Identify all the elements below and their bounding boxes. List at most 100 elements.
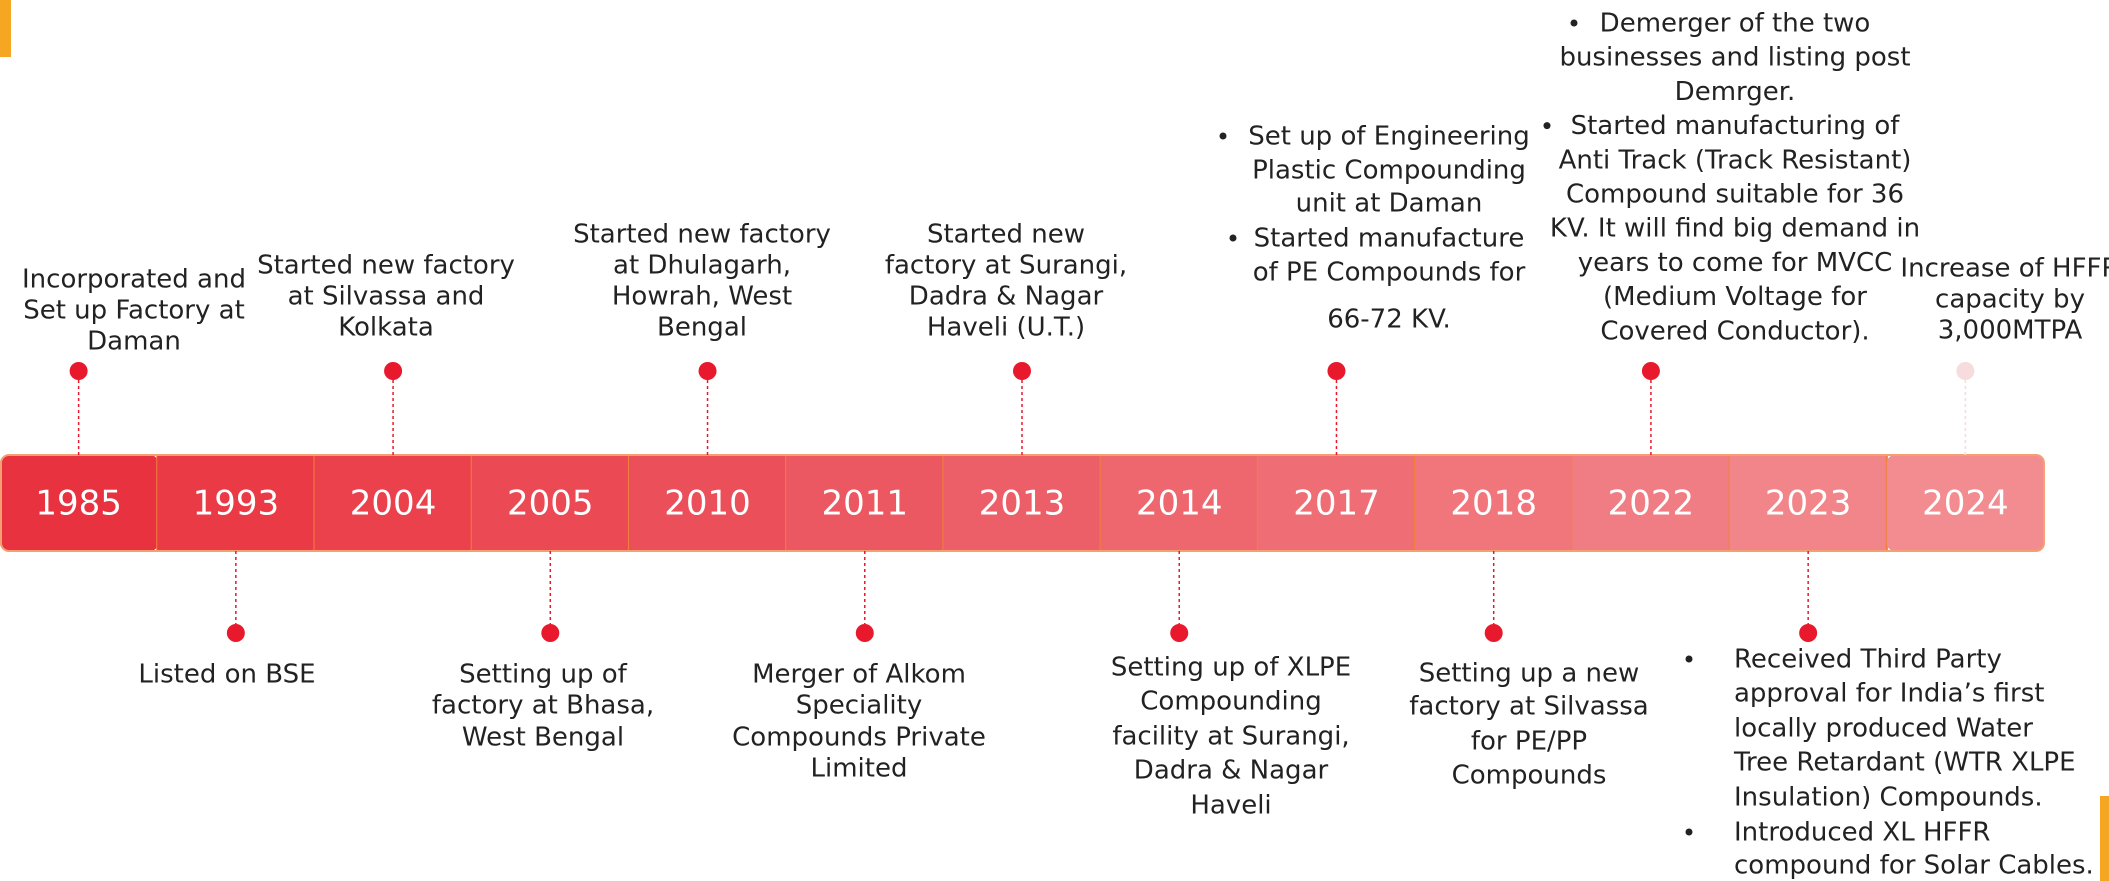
event-text: Plastic Compounding (1252, 156, 1526, 186)
event-text: Set up Factory at (23, 296, 245, 326)
event-text: Covered Conductor). (1600, 316, 1869, 346)
event-dot (69, 362, 88, 380)
year-label: 2023 (1765, 484, 1852, 524)
year-segment (1257, 455, 1417, 551)
bullet (1543, 122, 1551, 130)
year-label: 2018 (1450, 484, 1537, 524)
event-text: Bengal (657, 313, 747, 343)
year-label: 2024 (1922, 484, 2009, 524)
year-segment (157, 455, 316, 551)
event-text: Compound suitable for 36 (1566, 180, 1904, 210)
event-text: Compounding (1140, 687, 1321, 717)
event-text: Speciality (796, 691, 922, 721)
year-segment (0, 455, 159, 551)
event-text: Compounds Private (732, 723, 986, 753)
event-text: Started new factory (257, 251, 515, 281)
year-label: 2014 (1136, 484, 1223, 524)
event-text: Dadra & Nagar (909, 282, 1104, 312)
event-text: at Silvassa and (288, 282, 485, 312)
event-dot (1641, 362, 1660, 380)
event-text: Listed on BSE (138, 660, 315, 690)
event-text: Incorporated and (22, 265, 246, 295)
event-dot (1170, 624, 1189, 642)
event-dot (1013, 362, 1031, 380)
event-text: capacity by (1935, 285, 2085, 315)
event-text: businesses and listing post (1559, 43, 1910, 73)
event-text: Setting up of XLPE (1111, 653, 1351, 683)
bullet (1570, 19, 1578, 27)
event-text: at Dhulagarh, (613, 251, 791, 281)
year-label: 2022 (1608, 484, 1695, 524)
year-label: 2005 (507, 484, 594, 524)
event-text: unit at Daman (1296, 189, 1483, 219)
event-text: 3,000MTPA (1938, 316, 2083, 346)
event-text: Demrger. (1675, 77, 1796, 107)
event-text: Insulation) Compounds. (1734, 783, 2043, 813)
year-label: 2010 (664, 484, 751, 524)
event-text: approval for India’s first (1734, 679, 2044, 709)
year-segment (314, 455, 473, 551)
event-text: Set up of Engineering (1248, 122, 1530, 152)
event-text: Kolkata (338, 313, 434, 343)
year-segment (628, 455, 788, 551)
event-dot (1956, 362, 1975, 380)
year-label: 1985 (35, 484, 122, 524)
event-text: factory at Bhasa, (432, 691, 654, 721)
year-segment (786, 455, 945, 551)
event-text: facility at Surangi, (1112, 722, 1349, 752)
event-text: Introduced XL HFFR (1734, 818, 1991, 848)
event-text: Received Third Party (1734, 645, 2002, 675)
corner-tag (0, 0, 11, 57)
event-text: Started new factory (573, 220, 831, 250)
event-dot (541, 624, 560, 642)
event-text: Started manufacturing of (1571, 111, 1901, 141)
event-text: years to come for MVCC (1578, 248, 1893, 278)
corner-tag (2100, 796, 2109, 881)
event-text: for PE/PP (1471, 727, 1587, 757)
event-text: factory at Silvassa (1409, 692, 1649, 722)
year-segment (1572, 455, 1731, 551)
event-text: Started new (927, 220, 1085, 250)
year-label: 2011 (822, 484, 909, 524)
event-dot (1799, 624, 1818, 642)
event-dot (1484, 624, 1503, 642)
event-text: factory at Surangi, (885, 251, 1127, 281)
event-text: Haveli (U.T.) (927, 313, 1085, 343)
bullet (1685, 655, 1693, 663)
event-text: West Bengal (462, 723, 624, 753)
event-text: Started manufacture (1254, 224, 1525, 254)
year-segment (943, 455, 1102, 551)
event-text: (Medium Voltage for (1603, 282, 1867, 312)
year-segment (1415, 455, 1574, 551)
event-text: compound for Solar Cables. (1734, 851, 2094, 881)
event-dot (384, 362, 403, 380)
event-text: Compounds (1452, 761, 1607, 791)
year-label: 2013 (979, 484, 1066, 524)
year-label: 2017 (1293, 484, 1380, 524)
event-dot (698, 362, 717, 380)
event-text: 66-72 KV. (1327, 305, 1451, 335)
year-segment (1100, 455, 1259, 551)
event-dot (226, 624, 245, 642)
event-dot (855, 624, 874, 642)
bullet (1219, 132, 1227, 140)
event-text: Demerger of the two (1600, 9, 1871, 39)
event-text: locally produced Water (1734, 714, 2033, 744)
event-text: Setting up of (459, 660, 628, 690)
year-segment (471, 455, 630, 551)
event-text: Limited (811, 754, 908, 784)
year-segment (1729, 455, 1888, 551)
event-text: of PE Compounds for (1253, 258, 1526, 288)
bullet (1685, 828, 1693, 836)
event-text: Anti Track (Track Resistant) (1559, 145, 1912, 175)
event-text: Setting up a new (1419, 659, 1640, 689)
year-segment (1886, 455, 2044, 551)
event-text: Increase of HFFR (1900, 254, 2109, 284)
event-text: Merger of Alkom (752, 660, 966, 690)
event-text: Howrah, West (612, 282, 792, 312)
event-text: Haveli (1190, 791, 1271, 821)
event-text: Tree Retardant (WTR XLPE (1733, 748, 2076, 778)
event-dot (1327, 362, 1346, 380)
year-label: 2004 (350, 484, 437, 524)
